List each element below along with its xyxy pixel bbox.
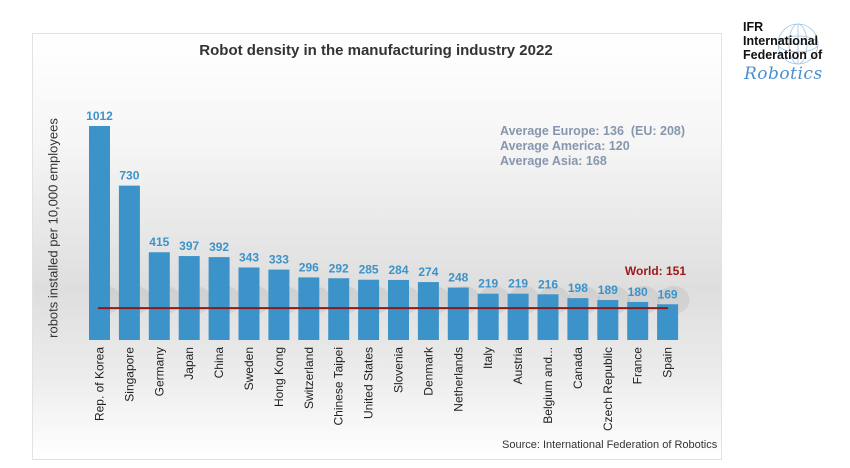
data-label: 392 xyxy=(209,240,229,254)
data-label: 333 xyxy=(269,253,289,267)
x-tick-label: Netherlands xyxy=(451,347,465,412)
x-tick-label: Germany xyxy=(152,347,166,396)
data-label: 198 xyxy=(568,281,588,295)
x-tick-label: Czech Republic xyxy=(601,347,615,431)
bar xyxy=(89,126,110,340)
x-tick-label: Slovenia xyxy=(392,347,406,393)
data-label: 415 xyxy=(149,235,169,249)
x-tick-label: Canada xyxy=(571,347,585,389)
data-label: 169 xyxy=(658,287,678,301)
x-tick-label: China xyxy=(212,347,226,379)
bar xyxy=(507,293,529,340)
average-america: Average America: 120 xyxy=(500,139,630,153)
bar xyxy=(388,279,409,340)
data-label: 730 xyxy=(119,169,139,183)
bar xyxy=(417,282,439,340)
bar xyxy=(268,269,290,340)
x-tick-label: Hong Kong xyxy=(272,347,286,407)
bar xyxy=(148,252,170,340)
x-tick-label: Japan xyxy=(182,347,196,380)
bar xyxy=(537,294,559,340)
x-tick-label: Italy xyxy=(481,347,495,369)
bar xyxy=(477,293,499,340)
x-tick-label: Switzerland xyxy=(302,347,316,409)
x-tick-label: Rep. of Korea xyxy=(93,347,107,421)
logo-script: Robotics xyxy=(744,64,823,84)
x-tick-label: France xyxy=(631,347,645,385)
x-tick-label: Austria xyxy=(511,347,525,385)
bar xyxy=(567,298,589,340)
x-tick-label: Chinese Taipei xyxy=(332,347,346,426)
bar xyxy=(238,267,260,340)
world-average-label: World: 151 xyxy=(625,264,686,278)
data-label: 284 xyxy=(388,263,408,277)
bar xyxy=(178,256,200,340)
bar xyxy=(358,279,380,340)
bar xyxy=(328,278,350,340)
source-note: Source: International Federation of Robo… xyxy=(502,439,718,451)
logo-line-2: International xyxy=(743,34,819,48)
data-label: 219 xyxy=(508,277,528,291)
globe-icon xyxy=(777,23,819,65)
chart-panel xyxy=(32,33,722,460)
data-label: 1012 xyxy=(86,109,113,123)
data-label: 219 xyxy=(478,277,498,291)
average-europe: Average Europe: 136 (EU: 208) xyxy=(500,124,686,138)
data-label: 180 xyxy=(628,285,648,299)
data-label: 397 xyxy=(179,239,199,253)
average-asia: Average Asia: 168 xyxy=(500,154,607,168)
data-label: 296 xyxy=(299,260,319,274)
bar xyxy=(657,304,679,340)
data-label: 285 xyxy=(359,263,379,277)
data-label: 274 xyxy=(418,265,438,279)
averages-note: Average Europe: 136 (EU: 208) Average Am… xyxy=(500,124,685,169)
data-label: 189 xyxy=(598,283,618,297)
bar xyxy=(627,301,649,340)
bar xyxy=(118,185,140,340)
data-label: 216 xyxy=(538,277,558,291)
x-tick-label: Sweden xyxy=(242,347,256,390)
chart-title: Robot density in the manufacturing indus… xyxy=(199,42,553,59)
data-label: 292 xyxy=(329,261,349,275)
x-tick-label: United States xyxy=(362,347,376,419)
data-label: 343 xyxy=(239,250,259,264)
x-tick-label: Belgium and... xyxy=(541,347,555,424)
bar xyxy=(597,300,619,340)
bar xyxy=(447,287,469,340)
x-tick-label: Singapore xyxy=(122,347,136,402)
logo-line-3: Federation of xyxy=(743,48,823,62)
x-tick-label: Denmark xyxy=(421,346,435,396)
x-tick-label: Spain xyxy=(661,347,675,378)
ifr-logo: IFR International Federation of xyxy=(743,20,822,62)
bar xyxy=(208,257,230,340)
data-label: 248 xyxy=(448,271,468,285)
logo-line-1: IFR xyxy=(743,20,764,34)
